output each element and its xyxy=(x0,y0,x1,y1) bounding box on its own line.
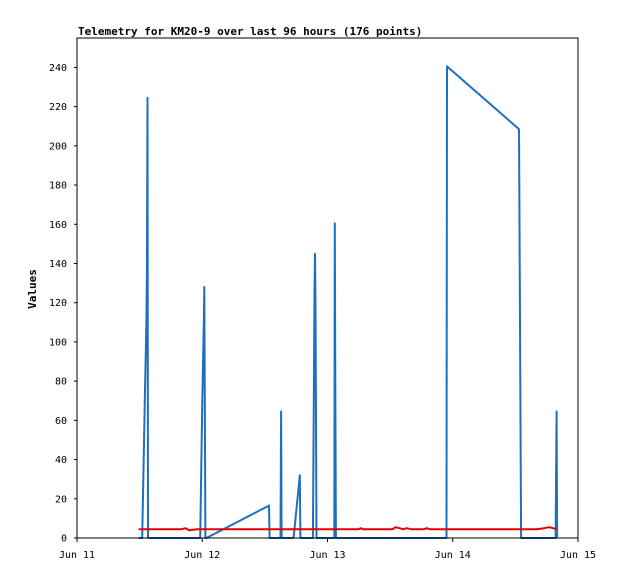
y-tick-label: 200 xyxy=(49,141,67,152)
chart-title: Telemetry for KM20-9 over last 96 hours … xyxy=(78,25,422,38)
series-line-0 xyxy=(138,65,559,539)
y-tick-label: 220 xyxy=(49,102,67,113)
x-tick-label: Jun 12 xyxy=(184,550,220,561)
y-tick-label: 180 xyxy=(49,181,67,192)
x-tick-label: Jun 15 xyxy=(560,550,596,561)
y-tick-label: 0 xyxy=(61,534,67,545)
y-tick-label: 120 xyxy=(49,298,67,309)
y-axis-label: Values xyxy=(26,269,39,309)
x-tick-label: Jun 14 xyxy=(435,550,471,561)
y-tick-label: 80 xyxy=(55,377,67,388)
series-line-1 xyxy=(138,526,557,532)
y-tick-label: 20 xyxy=(55,494,67,505)
y-tick-label: 160 xyxy=(49,220,67,231)
y-tick-label: 60 xyxy=(55,416,67,427)
x-tick-label: Jun 13 xyxy=(309,550,345,561)
plot-frame xyxy=(76,37,579,539)
x-axis: Jun 11 Jun 12 Jun 13 Jun 14 Jun 15 xyxy=(59,538,596,561)
y-tick-label: 240 xyxy=(49,63,67,74)
y-tick-label: 40 xyxy=(55,455,67,466)
series-layer xyxy=(138,65,559,539)
y-tick-label: 140 xyxy=(49,259,67,270)
y-tick-label: 100 xyxy=(49,337,67,348)
x-tick-label: Jun 11 xyxy=(59,550,95,561)
y-axis: 0 20 40 60 80 100 120 140 160 180 200 220 240 xyxy=(49,63,77,545)
